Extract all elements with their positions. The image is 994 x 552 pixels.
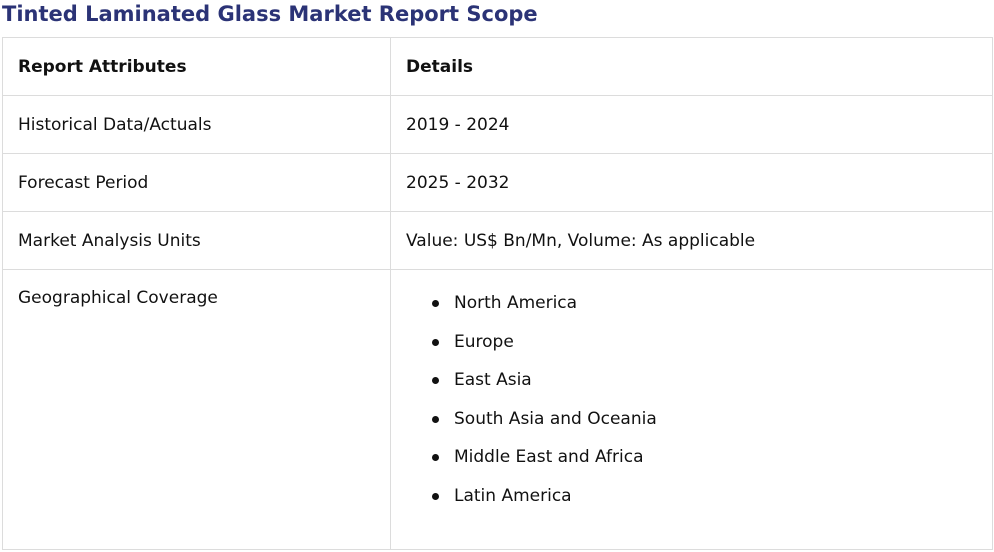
- attribute-cell: Market Analysis Units: [2, 211, 391, 270]
- region-label: Middle East and Africa: [454, 447, 644, 467]
- detail-cell: 2025 - 2032: [390, 153, 993, 212]
- detail-cell: Value: US$ Bn/Mn, Volume: As applicable: [390, 211, 993, 270]
- list-item: Latin America: [406, 485, 977, 524]
- bullet-icon: [432, 492, 439, 500]
- regions-list: North America Europe East Asia South Asi…: [406, 292, 977, 523]
- list-item: North America: [406, 292, 977, 331]
- detail-cell: 2019 - 2024: [390, 95, 993, 154]
- region-label: East Asia: [454, 370, 532, 390]
- table-row-geography: Geographical Coverage North America Euro…: [2, 269, 993, 550]
- region-label: Latin America: [454, 485, 572, 506]
- attribute-cell: Historical Data/Actuals: [2, 95, 391, 154]
- list-item: South Asia and Oceania: [406, 408, 977, 447]
- region-label: South Asia and Oceania: [454, 408, 657, 429]
- bullet-icon: [432, 377, 439, 384]
- detail-cell-regions: North America Europe East Asia South Asi…: [390, 269, 993, 550]
- table-row: Forecast Period 2025 - 2032: [2, 153, 993, 212]
- bullet-icon: [432, 338, 439, 346]
- table-header-row: Report Attributes Details: [2, 37, 993, 96]
- bullet-icon: [432, 300, 439, 307]
- region-label: North America: [454, 293, 578, 313]
- report-scope-table: Report Attributes Details Historical Dat…: [2, 37, 993, 550]
- header-details: Details: [390, 37, 993, 96]
- bullet-icon: [432, 415, 439, 423]
- list-item: East Asia: [406, 369, 977, 408]
- region-label: Europe: [454, 331, 514, 352]
- bullet-icon: [432, 454, 439, 461]
- table-row: Market Analysis Units Value: US$ Bn/Mn, …: [2, 211, 993, 270]
- page-title: Tinted Laminated Glass Market Report Sco…: [2, 2, 538, 26]
- header-report-attributes: Report Attributes: [2, 37, 391, 96]
- list-item: Middle East and Africa: [406, 446, 977, 485]
- list-item: Europe: [406, 331, 977, 370]
- attribute-cell: Forecast Period: [2, 153, 391, 212]
- attribute-cell: Geographical Coverage: [2, 269, 391, 550]
- table-row: Historical Data/Actuals 2019 - 2024: [2, 95, 993, 154]
